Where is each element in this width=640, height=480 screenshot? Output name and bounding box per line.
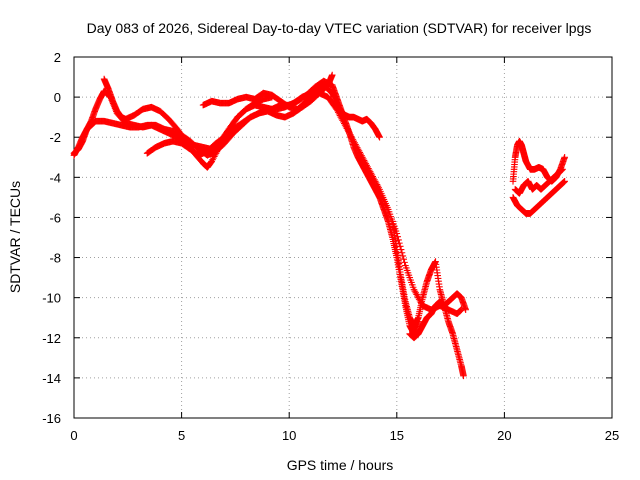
y-axis-label: SDTVAR / TECUs	[7, 181, 23, 293]
y-tick-label: -2	[49, 130, 61, 145]
grid-layer	[74, 57, 612, 418]
x-tick-label: 25	[605, 428, 619, 443]
data-point	[462, 306, 469, 313]
x-tick-label: 5	[178, 428, 185, 443]
y-tick-label: -4	[49, 170, 61, 185]
y-tick-label: -12	[42, 331, 61, 346]
y-tick-label: -10	[42, 291, 61, 306]
chart-title: Day 083 of 2026, Sidereal Day-to-day VTE…	[87, 20, 592, 36]
x-tick-label: 15	[390, 428, 404, 443]
data-layer	[70, 71, 568, 380]
y-tick-label: -14	[42, 371, 61, 386]
y-tick-label: -6	[49, 210, 61, 225]
x-tick-label: 20	[497, 428, 511, 443]
data-point	[328, 71, 336, 79]
y-tick-label: 2	[54, 50, 61, 65]
tick-layer: 0 5 10 15 20 25 -16 -14 -12 -10 -8 -6 -4 -2 0 2	[42, 50, 619, 443]
data-point	[559, 166, 566, 173]
data-point	[396, 239, 403, 247]
series-track-J	[511, 166, 566, 197]
y-tick-label: -16	[42, 411, 61, 426]
data-point	[375, 184, 383, 192]
y-tick-label: 0	[54, 90, 61, 105]
series-track-I	[509, 178, 568, 217]
y-tick-label: -8	[49, 251, 61, 266]
series-track-G	[406, 290, 469, 342]
x-tick-label: 10	[282, 428, 296, 443]
series-track-E	[199, 81, 383, 141]
data-point	[561, 178, 568, 185]
data-point	[400, 255, 407, 263]
data-point	[399, 252, 407, 260]
plot-frame	[73, 56, 613, 419]
data-point	[395, 236, 402, 244]
x-axis-label: GPS time / hours	[287, 457, 394, 473]
x-tick-label: 0	[70, 428, 77, 443]
data-point	[401, 259, 408, 266]
data-point	[376, 133, 383, 141]
series-track-D	[143, 71, 336, 159]
data-point	[561, 153, 568, 161]
data-point	[460, 372, 467, 380]
series-track-F	[389, 218, 467, 380]
